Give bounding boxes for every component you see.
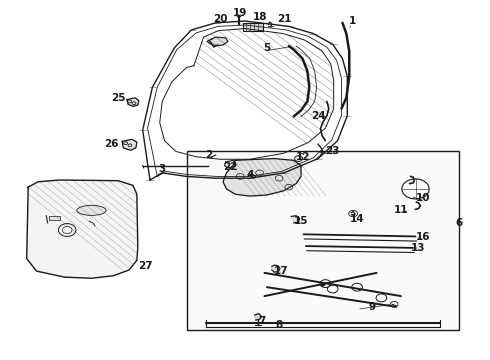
Text: 8: 8: [275, 320, 283, 330]
Text: 22: 22: [223, 162, 238, 172]
Polygon shape: [207, 37, 228, 46]
Text: 23: 23: [325, 147, 340, 157]
Text: 20: 20: [213, 14, 228, 24]
Text: 2: 2: [205, 150, 212, 160]
Text: 4: 4: [246, 170, 253, 180]
Text: 3: 3: [159, 164, 166, 174]
Polygon shape: [122, 139, 137, 150]
Text: 24: 24: [311, 111, 325, 121]
Text: 12: 12: [296, 152, 311, 162]
Text: 25: 25: [111, 93, 125, 103]
Polygon shape: [27, 180, 138, 278]
Text: 15: 15: [294, 216, 308, 226]
Text: 18: 18: [252, 13, 267, 22]
Polygon shape: [127, 98, 139, 107]
Text: 19: 19: [233, 8, 247, 18]
FancyBboxPatch shape: [49, 216, 60, 220]
Text: 26: 26: [104, 139, 118, 149]
Polygon shape: [291, 216, 299, 223]
Text: 16: 16: [416, 232, 430, 242]
Text: 17: 17: [274, 266, 289, 276]
Polygon shape: [272, 265, 280, 272]
Text: 9: 9: [368, 302, 375, 312]
Ellipse shape: [77, 205, 106, 215]
Polygon shape: [255, 314, 262, 320]
Text: 6: 6: [456, 218, 463, 228]
Text: 11: 11: [393, 205, 408, 215]
FancyBboxPatch shape: [187, 152, 460, 330]
Circle shape: [320, 283, 325, 287]
Text: 21: 21: [277, 14, 291, 24]
Text: 27: 27: [138, 261, 152, 271]
Text: 14: 14: [350, 214, 365, 224]
Polygon shape: [223, 158, 301, 196]
Text: 7: 7: [258, 316, 266, 326]
Text: 13: 13: [411, 243, 425, 253]
Text: 10: 10: [416, 193, 430, 203]
Text: 1: 1: [348, 16, 356, 26]
FancyBboxPatch shape: [243, 23, 263, 31]
Text: 5: 5: [263, 43, 270, 53]
